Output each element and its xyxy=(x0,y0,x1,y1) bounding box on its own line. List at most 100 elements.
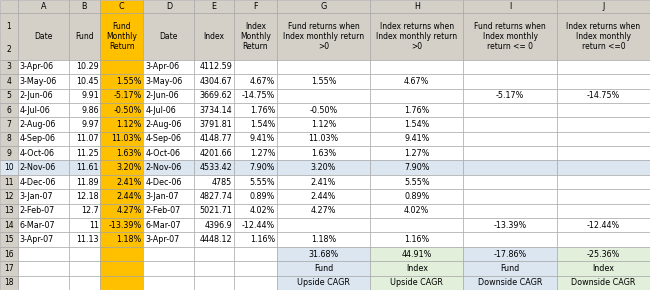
Bar xyxy=(0,276,18,290)
Bar xyxy=(370,103,463,117)
Bar xyxy=(69,218,100,233)
Bar xyxy=(556,74,650,88)
Text: Index returns when
Index monthly
return <=0: Index returns when Index monthly return … xyxy=(566,22,640,51)
Bar xyxy=(234,233,277,247)
Bar xyxy=(18,160,69,175)
Bar xyxy=(556,204,650,218)
Bar xyxy=(0,117,18,132)
Text: 3: 3 xyxy=(6,62,11,71)
Text: 4.27%: 4.27% xyxy=(311,206,336,215)
Bar xyxy=(0,218,18,233)
Bar xyxy=(69,88,100,103)
Text: 9.97: 9.97 xyxy=(81,120,99,129)
Text: 4201.66: 4201.66 xyxy=(200,149,232,158)
Bar xyxy=(370,117,463,132)
Bar xyxy=(556,146,650,160)
Bar xyxy=(277,261,370,276)
Bar xyxy=(277,204,370,218)
Bar xyxy=(18,13,69,60)
Text: 14: 14 xyxy=(4,221,14,230)
Text: 3-May-06: 3-May-06 xyxy=(146,77,183,86)
Bar xyxy=(234,160,277,175)
Text: 13: 13 xyxy=(4,206,14,215)
Text: J: J xyxy=(603,2,605,11)
Text: 1.27%: 1.27% xyxy=(404,149,430,158)
Bar xyxy=(556,276,650,290)
Bar xyxy=(144,146,194,160)
Text: -5.17%: -5.17% xyxy=(496,91,525,100)
Bar xyxy=(463,175,556,189)
Text: 10: 10 xyxy=(4,163,14,172)
Text: 1.12%: 1.12% xyxy=(116,120,142,129)
Bar xyxy=(194,132,234,146)
Bar xyxy=(144,189,194,204)
Bar xyxy=(194,74,234,88)
Bar xyxy=(370,276,463,290)
Text: 1.76%: 1.76% xyxy=(250,106,275,115)
Bar xyxy=(0,189,18,204)
Bar xyxy=(556,189,650,204)
Bar xyxy=(370,74,463,88)
Text: 5021.71: 5021.71 xyxy=(200,206,232,215)
Text: 7.90%: 7.90% xyxy=(404,163,430,172)
Bar xyxy=(234,175,277,189)
Bar xyxy=(556,132,650,146)
Text: 4.02%: 4.02% xyxy=(404,206,430,215)
Text: 2.41%: 2.41% xyxy=(311,177,336,186)
Bar xyxy=(18,0,69,13)
Text: 1.54%: 1.54% xyxy=(250,120,275,129)
Text: Upside CAGR: Upside CAGR xyxy=(297,278,350,287)
Text: 1.54%: 1.54% xyxy=(404,120,430,129)
Bar xyxy=(18,117,69,132)
Bar xyxy=(100,0,144,13)
Bar xyxy=(18,189,69,204)
Text: 3734.14: 3734.14 xyxy=(200,106,232,115)
Text: 3-Apr-07: 3-Apr-07 xyxy=(146,235,179,244)
Bar xyxy=(463,261,556,276)
Text: 9: 9 xyxy=(6,149,11,158)
Text: D: D xyxy=(166,2,172,11)
Text: Fund: Fund xyxy=(75,32,94,41)
Text: Index: Index xyxy=(406,264,428,273)
Bar xyxy=(194,88,234,103)
Text: 2-Aug-06: 2-Aug-06 xyxy=(20,120,56,129)
Text: Fund: Fund xyxy=(500,264,520,273)
Bar xyxy=(0,233,18,247)
Bar xyxy=(100,261,144,276)
Text: 9.41%: 9.41% xyxy=(250,134,275,144)
Bar xyxy=(556,60,650,74)
Bar xyxy=(194,60,234,74)
Bar xyxy=(194,204,234,218)
Bar xyxy=(556,233,650,247)
Bar xyxy=(69,160,100,175)
Text: 1.27%: 1.27% xyxy=(250,149,275,158)
Bar xyxy=(69,60,100,74)
Bar xyxy=(370,218,463,233)
Bar xyxy=(144,60,194,74)
Text: 1.12%: 1.12% xyxy=(311,120,336,129)
Bar xyxy=(100,88,144,103)
Bar xyxy=(144,117,194,132)
Bar xyxy=(0,204,18,218)
Text: 1.18%: 1.18% xyxy=(311,235,336,244)
Bar xyxy=(370,233,463,247)
Text: -25.36%: -25.36% xyxy=(587,249,620,258)
Bar xyxy=(18,261,69,276)
Text: 11: 11 xyxy=(4,177,14,186)
Text: 4304.67: 4304.67 xyxy=(200,77,232,86)
Text: 1.16%: 1.16% xyxy=(250,235,275,244)
Bar xyxy=(277,189,370,204)
Text: 3-Jan-07: 3-Jan-07 xyxy=(146,192,179,201)
Text: 7.90%: 7.90% xyxy=(250,163,275,172)
Text: 3-Apr-07: 3-Apr-07 xyxy=(20,235,54,244)
Text: 1.55%: 1.55% xyxy=(311,77,336,86)
Bar xyxy=(18,276,69,290)
Bar xyxy=(144,160,194,175)
Text: 11.89: 11.89 xyxy=(76,177,99,186)
Bar xyxy=(463,88,556,103)
Bar xyxy=(100,132,144,146)
Text: 4-Dec-06: 4-Dec-06 xyxy=(20,177,56,186)
Bar xyxy=(18,218,69,233)
Bar xyxy=(18,247,69,261)
Text: 5.55%: 5.55% xyxy=(250,177,275,186)
